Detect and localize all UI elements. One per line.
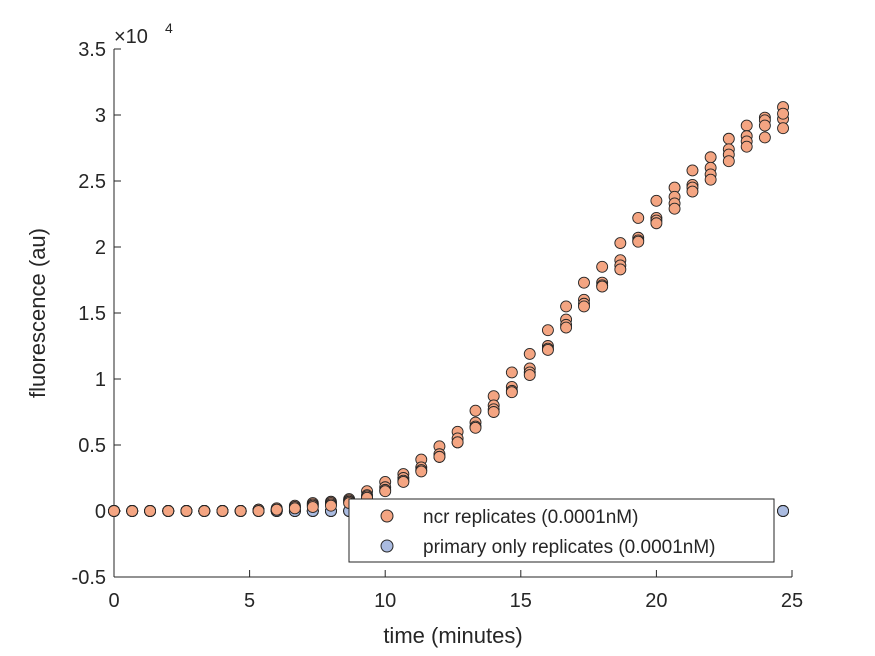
data-point <box>505 386 518 399</box>
data-point <box>740 119 753 132</box>
data-point <box>270 503 283 516</box>
data-point <box>541 344 554 356</box>
data-point <box>578 276 590 289</box>
data-point <box>180 505 193 517</box>
x-axis-ticks: 0 5 10 15 20 25 <box>108 570 803 612</box>
y-tick-label: 1.5 <box>78 303 106 325</box>
data-point <box>469 421 482 434</box>
data-point <box>722 155 735 168</box>
y-tick-label: 0 <box>95 501 106 523</box>
data-point <box>108 505 120 517</box>
x-tick-label: 5 <box>244 590 255 612</box>
data-point <box>306 501 319 513</box>
data-points <box>108 101 790 517</box>
y-axis-exponent-base: ×10 <box>114 26 148 48</box>
data-point <box>740 140 753 153</box>
legend-marker-ncr <box>380 509 394 523</box>
data-point <box>288 502 301 515</box>
data-point <box>379 485 392 498</box>
data-point <box>578 300 590 313</box>
data-point <box>632 235 645 248</box>
data-point <box>614 263 627 276</box>
x-tick-label: 25 <box>781 590 803 612</box>
plot-area <box>113 49 792 578</box>
data-point <box>198 505 211 517</box>
data-point <box>686 164 699 177</box>
x-axis-label: time (minutes) <box>383 623 522 648</box>
data-point <box>758 131 771 144</box>
data-point <box>777 122 790 135</box>
y-tick-label: 2.5 <box>78 171 106 193</box>
data-point <box>523 347 536 360</box>
data-point <box>541 324 554 337</box>
data-point <box>777 107 790 120</box>
data-point <box>469 404 482 417</box>
y-tick-label: 3.5 <box>78 39 106 61</box>
data-point <box>614 237 627 249</box>
data-point <box>487 406 500 418</box>
data-point <box>560 321 573 334</box>
data-point <box>451 436 464 449</box>
legend: ncr replicates (0.0001nM) primary only r… <box>348 498 775 563</box>
data-point <box>650 217 663 230</box>
x-tick-label: 0 <box>108 590 119 612</box>
legend-label-primary-only: primary only replicates (0.0001nM) <box>423 537 716 558</box>
series-ncr <box>108 101 790 517</box>
data-point <box>632 212 645 224</box>
data-point <box>686 185 699 198</box>
data-point <box>596 280 609 293</box>
data-point <box>397 476 410 488</box>
data-point <box>216 505 229 517</box>
data-point <box>704 173 717 186</box>
data-point <box>252 505 265 517</box>
legend-label-ncr: ncr replicates (0.0001nM) <box>423 507 638 528</box>
y-axis-ticks: -0.5 0 0.5 1 1.5 2 2.5 3 3.5 <box>72 39 121 589</box>
data-point <box>704 151 717 164</box>
data-point <box>560 300 573 313</box>
data-point <box>433 450 446 463</box>
data-point <box>505 366 518 379</box>
legend-marker-primary-only <box>380 539 394 553</box>
data-point <box>126 505 139 517</box>
data-point <box>722 132 735 145</box>
x-tick-label: 15 <box>510 590 532 612</box>
data-point <box>758 119 771 132</box>
data-point <box>650 194 663 207</box>
legend-box <box>348 498 775 563</box>
data-point <box>325 499 337 512</box>
data-point <box>144 505 157 517</box>
y-tick-label: -0.5 <box>72 567 106 589</box>
data-point <box>162 505 175 517</box>
data-point <box>415 465 428 478</box>
data-point <box>596 260 609 273</box>
y-axis-label: fluorescence (au) <box>25 228 50 398</box>
y-tick-label: 3 <box>95 105 106 127</box>
y-tick-label: 2 <box>95 237 106 259</box>
y-axis-exponent-power: 4 <box>165 20 173 36</box>
y-tick-label: 1 <box>95 369 106 391</box>
data-point <box>234 505 247 517</box>
data-point <box>777 505 790 517</box>
data-point <box>668 202 681 215</box>
x-tick-label: 20 <box>645 590 667 612</box>
y-tick-label: 0.5 <box>78 435 106 457</box>
data-point <box>523 369 536 381</box>
y-axis-exponent: ×10 4 <box>114 20 173 48</box>
x-tick-label: 10 <box>374 590 396 612</box>
